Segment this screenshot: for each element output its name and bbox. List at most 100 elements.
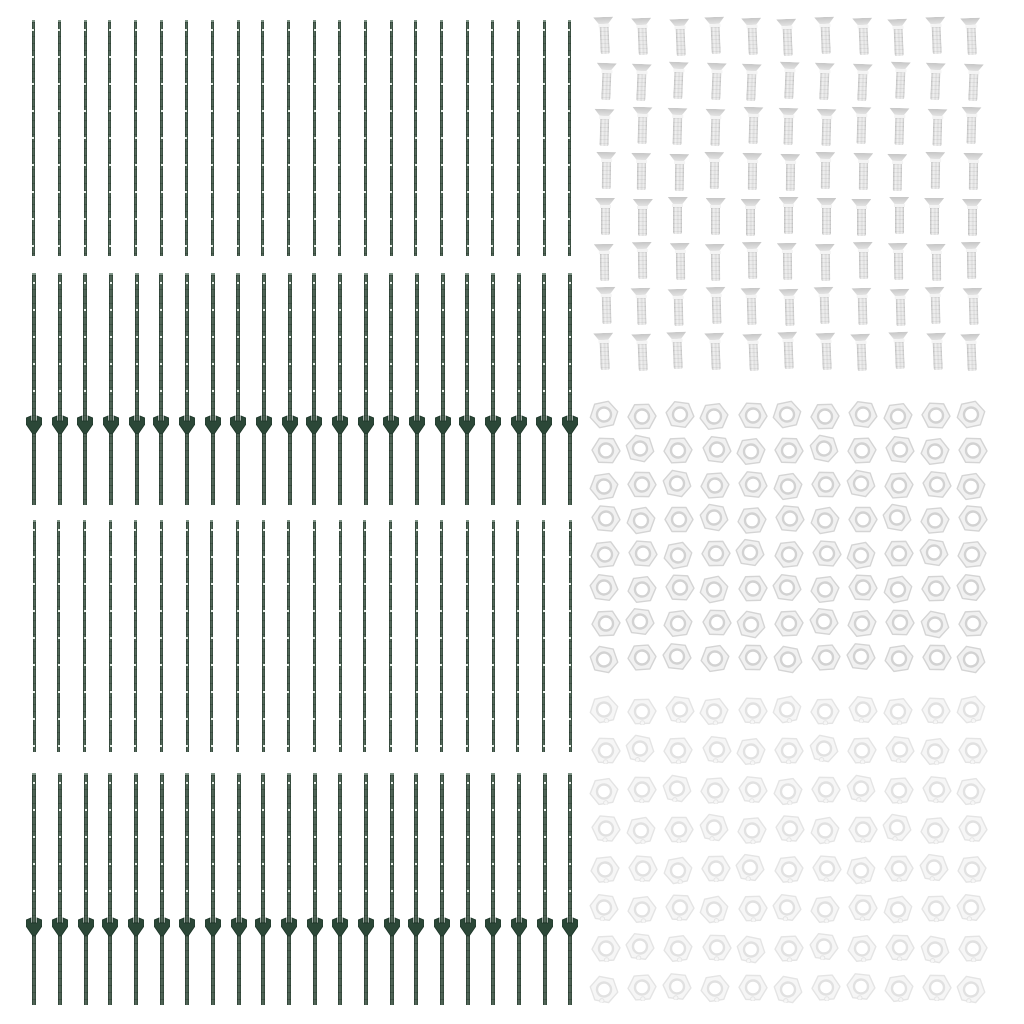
- u-post-anchored: [230, 773, 247, 1005]
- hex-nut-light: [848, 894, 878, 922]
- u-post-anchored: [306, 273, 323, 505]
- post-holes: [568, 782, 571, 914]
- hex-nut: [665, 401, 695, 429]
- anchor-plate: [76, 415, 93, 434]
- hex-nut-light: [663, 935, 693, 963]
- hex-nut-light: [884, 974, 914, 1003]
- hex-nut: [664, 506, 694, 532]
- hex-nut-light: [589, 893, 619, 922]
- hex-nut-light: [736, 737, 766, 766]
- u-post: [210, 520, 214, 752]
- anchor-plate: [255, 917, 272, 936]
- post-holes: [134, 29, 137, 253]
- hex-nut: [700, 472, 730, 499]
- u-post-anchored: [562, 273, 578, 505]
- post-holes: [108, 29, 111, 253]
- u-post: [414, 20, 418, 256]
- hex-nut-light: [775, 815, 805, 843]
- u-post: [262, 520, 266, 752]
- anchor-plate: [77, 917, 94, 936]
- hex-nut: [699, 504, 729, 532]
- hex-nut-light: [921, 697, 951, 725]
- flat-head-bolt: [632, 199, 653, 237]
- u-post: [312, 520, 316, 752]
- hex-nut-light: [773, 856, 804, 884]
- post-holes: [33, 529, 35, 749]
- hex-nut-light: [846, 774, 875, 803]
- u-post-anchored: [408, 773, 425, 1005]
- hex-nut: [626, 506, 656, 535]
- u-post: [440, 20, 444, 256]
- hex-nut: [883, 403, 913, 431]
- post-holes: [415, 782, 418, 914]
- post-holes: [543, 782, 546, 914]
- u-post: [415, 520, 419, 752]
- hex-nut: [662, 642, 692, 670]
- u-post-anchored: [26, 273, 42, 505]
- anchor-plate: [255, 415, 272, 434]
- hex-nut-light: [810, 895, 840, 924]
- hex-nut: [625, 434, 655, 463]
- flat-head-bolt: [595, 198, 615, 236]
- u-post-anchored: [229, 273, 246, 505]
- bolt-shaft: [711, 208, 721, 235]
- hex-nut-light: [885, 735, 915, 764]
- post-holes: [389, 529, 392, 749]
- hex-nut: [809, 608, 839, 636]
- hex-nut-light: [591, 815, 622, 843]
- u-post-anchored: [561, 773, 578, 1005]
- hex-nut-light: [848, 696, 878, 724]
- hex-nut-light: [920, 935, 949, 964]
- hex-nut-light: [809, 933, 839, 961]
- hex-nut: [772, 400, 802, 428]
- post-holes: [466, 529, 469, 749]
- hex-nut: [885, 609, 915, 636]
- bolt-head: [924, 198, 945, 205]
- post-holes: [441, 282, 444, 412]
- hex-nut: [885, 435, 915, 463]
- post-holes: [568, 29, 570, 253]
- post-holes: [287, 529, 290, 749]
- hex-nut: [958, 505, 989, 532]
- u-post-anchored: [408, 273, 425, 505]
- u-post: [337, 20, 341, 256]
- u-post: [160, 20, 164, 256]
- post-holes: [542, 529, 545, 749]
- hex-nut-light: [626, 816, 656, 845]
- bolt-shaft: [784, 207, 793, 234]
- u-post: [261, 20, 265, 256]
- anchor-plate: [26, 415, 42, 434]
- hex-nut: [920, 506, 950, 534]
- u-post: [516, 520, 520, 752]
- hex-nut: [700, 644, 730, 673]
- hex-nut-light: [883, 777, 914, 805]
- post-holes: [160, 529, 163, 749]
- anchor-plate: [51, 917, 68, 936]
- post-holes: [339, 529, 342, 749]
- flat-head-bolt: [851, 199, 872, 237]
- post-holes: [517, 29, 520, 253]
- post-holes: [262, 782, 265, 914]
- post-holes: [83, 529, 86, 749]
- hex-nut: [589, 645, 619, 673]
- anchor-plate: [178, 917, 195, 936]
- hex-nut-light: [921, 895, 951, 923]
- anchor-plate: [408, 415, 425, 434]
- hex-nut-light: [920, 816, 950, 845]
- u-post-anchored: [128, 773, 145, 1005]
- post-holes: [339, 282, 342, 412]
- bolt-shaft: [929, 208, 939, 235]
- u-post-anchored: [358, 273, 375, 505]
- anchor-plate: [128, 415, 145, 434]
- post-holes: [543, 29, 546, 253]
- hex-nut: [737, 402, 768, 429]
- hex-nut: [919, 538, 949, 567]
- anchor-plate: [230, 917, 247, 936]
- hex-nut: [665, 574, 695, 601]
- hex-nut-light: [737, 816, 767, 845]
- hex-nut: [811, 471, 841, 498]
- hex-nut: [809, 434, 839, 463]
- hex-nut: [883, 472, 914, 499]
